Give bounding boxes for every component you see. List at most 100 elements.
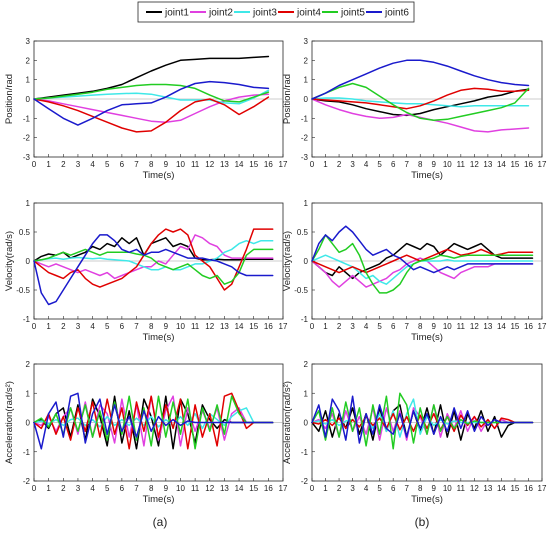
x-tick-label: 8 [149, 484, 154, 493]
series-line-joint2 [33, 93, 270, 123]
y-axis-label: Position/rad [282, 74, 293, 124]
x-tick-label: 7 [134, 160, 139, 169]
x-tick-label: 1 [46, 484, 51, 493]
x-tick-label: 4 [90, 484, 95, 493]
x-tick-label: 2 [337, 484, 342, 493]
x-tick-label: 13 [220, 484, 229, 493]
x-tick-label: 4 [364, 160, 369, 169]
x-tick-label: 9 [164, 322, 169, 331]
panel-b-acceleration: 0 1 2 3 4 5 6 7 8 9 10 11 12 13 14 15 16 17-2-1012Time(s)… [282, 360, 547, 505]
x-tick-label: 8 [418, 160, 423, 169]
x-tick-label: 13 [220, 322, 229, 331]
x-tick-label: 6 [391, 322, 396, 331]
y-tick-label: -3 [301, 153, 309, 162]
x-tick-label: 0 [32, 484, 37, 493]
x-tick-label: 0 [32, 322, 37, 331]
x-tick-label: 17 [538, 322, 547, 331]
y-tick-label: 1 [26, 199, 31, 208]
panel-b-position: 0 1 2 3 4 5 6 7 8 9 10 11 12 13 14 15 16 17-3-2-10123Time… [282, 37, 547, 181]
series-line-joint6 [33, 234, 274, 306]
x-tick-label: 6 [120, 160, 125, 169]
series-line-joint3 [33, 239, 274, 271]
series-line-joint1 [311, 242, 534, 280]
y-tick-label: 1 [304, 76, 309, 85]
y-tick-label: 0 [26, 257, 31, 266]
y-tick-label: -1 [301, 114, 309, 123]
y-tick-label: 1 [26, 389, 31, 398]
y-axis-label: Acceleration(rad/s²) [4, 381, 15, 464]
x-tick-label: 7 [404, 160, 409, 169]
x-tick-label: 11 [457, 322, 466, 331]
x-tick-label: 10 [443, 160, 452, 169]
series-line-joint3 [311, 97, 530, 108]
legend: joint1 joint2 joint3 joint4 joint5 joint6 [137, 1, 415, 23]
x-tick-label: 14 [497, 484, 506, 493]
x-tick-label: 3 [76, 160, 81, 169]
x-tick-label: 7 [134, 322, 139, 331]
y-tick-label: -1 [23, 315, 31, 324]
x-tick-label: 16 [524, 160, 533, 169]
x-tick-label: 12 [470, 322, 479, 331]
x-tick-label: 12 [470, 160, 479, 169]
series-line-joint6 [311, 395, 534, 444]
x-tick-label: 5 [105, 484, 110, 493]
x-tick-label: 16 [264, 322, 273, 331]
x-axis-label: Time(s) [411, 332, 443, 343]
x-tick-label: 8 [149, 160, 154, 169]
x-tick-label: 10 [176, 484, 185, 493]
y-axis-label: Velocity(rad/s) [4, 231, 15, 291]
x-tick-label: 11 [191, 322, 200, 331]
y-tick-label: 0 [304, 95, 309, 104]
x-tick-label: 9 [432, 322, 437, 331]
x-tick-label: 2 [337, 322, 342, 331]
x-tick-label: 12 [205, 160, 214, 169]
x-axis-label: Time(s) [143, 170, 175, 181]
y-tick-label: 2 [304, 360, 309, 369]
series-line-joint1 [33, 55, 270, 100]
y-tick-label: 1 [304, 389, 309, 398]
x-tick-label: 11 [457, 160, 466, 169]
legend-label-joint5: joint5 [340, 8, 365, 19]
x-tick-label: 0 [32, 160, 37, 169]
x-tick-label: 9 [432, 160, 437, 169]
x-tick-label: 8 [149, 322, 154, 331]
series-line-joint6 [311, 225, 534, 274]
x-tick-label: 16 [524, 484, 533, 493]
series-line-joint6 [33, 80, 270, 126]
series-line-joint3 [33, 89, 270, 105]
x-tick-label: 6 [120, 322, 125, 331]
y-tick-label: 3 [304, 37, 309, 46]
x-tick-label: 0 [310, 484, 315, 493]
x-tick-label: 7 [404, 322, 409, 331]
x-tick-label: 17 [279, 322, 288, 331]
x-tick-label: 17 [279, 160, 288, 169]
y-tick-label: -0.5 [16, 286, 30, 295]
x-tick-label: 3 [76, 322, 81, 331]
panel-b-velocity: 0 1 2 3 4 5 6 7 8 9 10 11 12 13 14 15 16 17-1-0.500.51Tim… [282, 199, 547, 343]
x-tick-label: 8 [418, 322, 423, 331]
x-tick-label: 2 [61, 160, 66, 169]
x-tick-label: 13 [483, 160, 492, 169]
y-tick-label: -2 [23, 134, 31, 143]
x-tick-label: 1 [46, 160, 51, 169]
x-tick-label: 6 [120, 484, 125, 493]
y-tick-label: 2 [26, 56, 31, 65]
series-line-joint1 [311, 88, 530, 117]
x-tick-label: 17 [538, 484, 547, 493]
x-tick-label: 14 [235, 484, 244, 493]
y-axis-label: Velocity(rad/s) [282, 231, 293, 291]
x-tick-label: 6 [391, 484, 396, 493]
x-tick-label: 12 [470, 484, 479, 493]
x-tick-label: 9 [164, 484, 169, 493]
panel-a-velocity: 0 1 2 3 4 5 6 7 8 9 10 11 12 13 14 15 16 17-1-0.500.51Tim… [4, 199, 288, 343]
x-tick-label: 1 [46, 322, 51, 331]
x-tick-label: 13 [483, 484, 492, 493]
x-tick-label: 7 [134, 484, 139, 493]
x-axis-label: Time(s) [411, 494, 443, 505]
y-tick-label: 0.5 [297, 228, 309, 237]
x-tick-label: 12 [205, 322, 214, 331]
y-tick-label: -1 [23, 448, 31, 457]
x-tick-label: 15 [249, 484, 258, 493]
y-tick-label: 0 [304, 257, 309, 266]
